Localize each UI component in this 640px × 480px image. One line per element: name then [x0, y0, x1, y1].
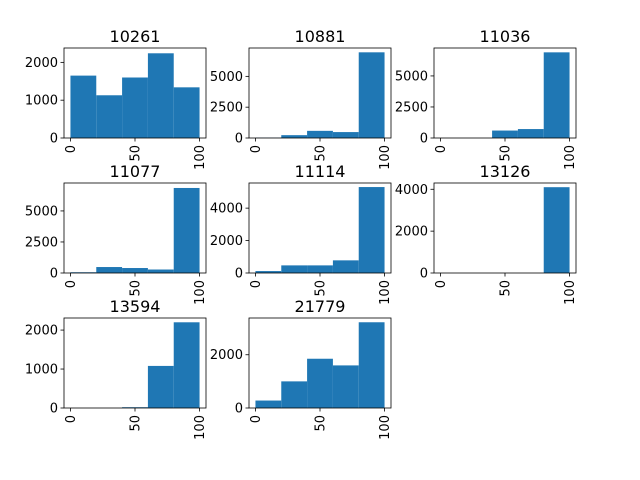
- histogram-bar: [173, 87, 200, 138]
- x-tick-label: 100: [563, 145, 578, 170]
- histogram-bar: [173, 187, 200, 273]
- y-tick-label: 5000: [395, 69, 428, 84]
- subplot-10261: 10261 0 1000 2000 0 50 100: [25, 27, 208, 170]
- histogram-bar: [543, 187, 570, 273]
- y-tick-label: 5000: [210, 70, 243, 85]
- x-tick-label: 50: [129, 415, 144, 432]
- histogram-bar: [307, 130, 333, 138]
- histogram-bar: [147, 53, 174, 138]
- y-tick-label: 2500: [210, 101, 243, 116]
- histogram-bar: [70, 75, 97, 138]
- histogram-bar: [255, 271, 282, 273]
- x-tick-label: 0: [249, 280, 264, 288]
- x-tick-label: 0: [249, 145, 264, 153]
- histogram-bar: [255, 400, 282, 408]
- subplot-13594: 13594 0 1000 2000 0 50 100: [25, 297, 208, 440]
- y-tick-label: 0: [50, 402, 58, 417]
- histogram-bar: [122, 268, 148, 273]
- x-tick-label: 50: [314, 145, 329, 162]
- y-tick-label: 0: [235, 402, 243, 417]
- subplot-title: 21779: [295, 297, 346, 316]
- x-tick-label: 0: [249, 415, 264, 423]
- histogram-bar: [332, 260, 359, 273]
- subplot-title: 11077: [110, 162, 161, 181]
- histogram-bar: [147, 269, 174, 273]
- histogram-bar: [358, 52, 385, 138]
- histogram-bar: [307, 265, 333, 273]
- x-tick-label: 50: [499, 145, 514, 162]
- y-tick-label: 0: [420, 132, 428, 147]
- x-tick-label: 100: [193, 415, 208, 440]
- x-tick-label: 100: [563, 280, 578, 305]
- y-tick-label: 0: [420, 267, 428, 282]
- y-tick-label: 2000: [210, 348, 243, 363]
- histogram-bar: [492, 130, 518, 138]
- y-tick-label: 4000: [395, 183, 428, 198]
- histogram-bar: [332, 365, 359, 408]
- y-tick-label: 0: [235, 132, 243, 147]
- subplot-title: 11036: [480, 27, 531, 46]
- y-tick-label: 4000: [210, 202, 243, 217]
- y-tick-label: 2000: [25, 56, 58, 71]
- subplot-10881: 10881 0 2500 5000 0 50 100: [210, 27, 393, 170]
- subplot-title: 10881: [295, 27, 346, 46]
- x-tick-label: 50: [499, 280, 514, 297]
- y-tick-label: 2500: [25, 235, 58, 250]
- x-tick-label: 0: [434, 280, 449, 288]
- x-tick-label: 0: [434, 145, 449, 153]
- histogram-bar: [358, 187, 385, 273]
- x-tick-label: 0: [64, 415, 79, 423]
- subplot-11114: 11114 0 2000 4000 0 50 100: [210, 162, 393, 305]
- histogram-bar: [517, 129, 544, 138]
- y-tick-label: 0: [235, 267, 243, 282]
- subplot-11077: 11077 0 2500 5000 0 50 100: [25, 162, 208, 305]
- y-tick-label: 0: [50, 132, 58, 147]
- y-tick-label: 2000: [25, 324, 58, 339]
- histogram-bar: [543, 52, 570, 139]
- x-tick-label: 100: [193, 280, 208, 305]
- x-tick-label: 100: [378, 415, 393, 440]
- y-tick-label: 5000: [25, 204, 58, 219]
- histogram-bar: [358, 322, 385, 408]
- y-tick-label: 1000: [25, 94, 58, 109]
- y-tick-label: 2500: [395, 100, 428, 115]
- histogram-bar: [281, 135, 308, 138]
- x-tick-label: 100: [378, 145, 393, 170]
- subplot-title: 13594: [110, 297, 161, 316]
- y-tick-label: 2000: [210, 234, 243, 249]
- histogram-bar: [307, 358, 333, 408]
- histogram-bar: [332, 132, 359, 138]
- histogram-bar: [147, 365, 174, 408]
- subplot-title: 13126: [480, 162, 531, 181]
- y-tick-label: 2000: [395, 225, 428, 240]
- y-tick-label: 1000: [25, 363, 58, 378]
- subplot-title: 10261: [110, 27, 161, 46]
- histogram-bar: [96, 95, 123, 138]
- histogram-bar: [173, 322, 200, 408]
- histogram-bar: [122, 77, 148, 138]
- subplot-title: 11114: [295, 162, 346, 181]
- histogram-bar: [281, 381, 308, 408]
- x-tick-label: 50: [129, 280, 144, 297]
- subplot-21779: 21779 0 2000 0 50 100: [210, 297, 393, 440]
- x-tick-label: 0: [64, 280, 79, 288]
- histogram-bar: [96, 267, 123, 273]
- x-tick-label: 100: [193, 145, 208, 170]
- y-tick-label: 0: [50, 267, 58, 282]
- x-tick-label: 100: [378, 280, 393, 305]
- subplot-11036: 11036 0 2500 5000 0 50 100: [395, 27, 578, 170]
- x-tick-label: 0: [64, 145, 79, 153]
- x-tick-label: 50: [314, 415, 329, 432]
- x-tick-label: 50: [129, 145, 144, 162]
- histogram-bar: [281, 265, 308, 273]
- x-tick-label: 50: [314, 280, 329, 297]
- subplot-13126: 13126 0 2000 4000 0 50 100: [395, 162, 578, 305]
